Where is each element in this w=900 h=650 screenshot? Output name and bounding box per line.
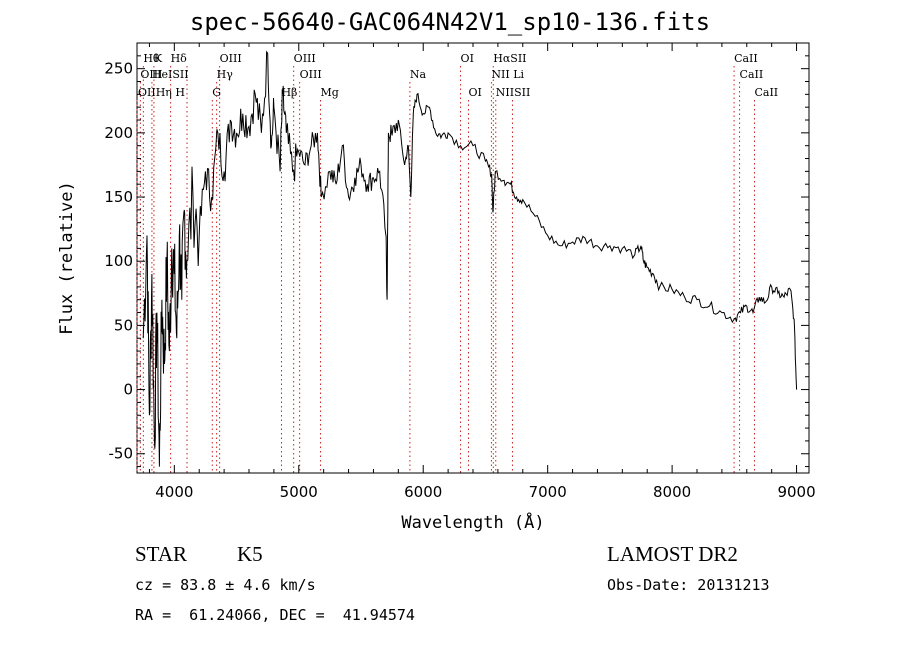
spectral-line-label: CaII xyxy=(740,68,764,81)
spectral-line-label: OIII xyxy=(294,52,316,65)
spectral-line-label: HeISII xyxy=(152,68,189,81)
x-tick-label: 9000 xyxy=(777,483,815,501)
spectral-line-markers xyxy=(136,66,755,473)
spectrum-series-line xyxy=(142,50,798,467)
spectral-line-label: OIII xyxy=(300,68,322,81)
spectral-line-label: Hθ xyxy=(143,52,160,65)
y-axis-label: Flux (relative) xyxy=(57,181,77,335)
spectral-line-label: CaII xyxy=(734,52,758,65)
y-tick-label: 50 xyxy=(114,316,133,334)
x-axis-label: Wavelength (Å) xyxy=(401,511,544,533)
y-tick-label: 150 xyxy=(104,188,133,206)
spectral-line-label: K xyxy=(154,52,163,65)
y-tick-label: 250 xyxy=(104,60,133,78)
x-tick-label: 5000 xyxy=(280,483,318,501)
object-class: STAR xyxy=(135,542,187,566)
spectral-line-label: OIII xyxy=(140,68,162,81)
spectral-line-label: Hγ xyxy=(217,68,234,81)
spectral-line-label: G xyxy=(212,86,221,99)
redshift-velocity: cz = 83.8 ± 4.6 km/s xyxy=(135,576,316,594)
x-tick-label: 4000 xyxy=(155,483,193,501)
spectral-line-label: OIII xyxy=(220,52,242,65)
spectral-line-label: Hδ xyxy=(171,52,188,65)
spectral-line-label: HαSII xyxy=(493,52,526,65)
survey-name: LAMOST DR2 xyxy=(607,542,738,566)
spectral-line-label: Mg xyxy=(321,86,339,99)
y-tick-label: 200 xyxy=(104,124,133,142)
sky-coordinates: RA = 61.24066, DEC = 41.94574 xyxy=(135,606,415,624)
spectral-line-label: OI xyxy=(469,86,482,99)
spectral-line-label: Na xyxy=(410,68,427,81)
x-tick-label: 7000 xyxy=(529,483,567,501)
spectral-line-label: CaII xyxy=(754,86,778,99)
spectral-line-label: OI xyxy=(461,52,474,65)
plot-frame xyxy=(136,42,810,474)
x-tick-label: 8000 xyxy=(653,483,691,501)
spectral-line-label: OIIHη H xyxy=(138,86,185,99)
x-axis-ticks: 4000 5000 6000 7000 8000 9000 xyxy=(148,43,816,501)
y-tick-label: 100 xyxy=(104,252,133,270)
object-subclass: K5 xyxy=(237,542,263,566)
observation-date: Obs-Date: 20131213 xyxy=(607,576,770,594)
spectral-line-label: NIISII xyxy=(496,86,531,99)
y-tick-label: -50 xyxy=(109,445,134,463)
y-tick-label: 0 xyxy=(123,381,133,399)
x-tick-label: 6000 xyxy=(404,483,442,501)
y-axis-ticks: -50 0 50 100 150 200 250 xyxy=(104,55,809,468)
chart-title: spec-56640-GAC064N42V1_sp10-136.fits xyxy=(189,8,711,36)
spectral-line-label: Hβ xyxy=(281,86,297,99)
spectral-line-label: NII Li xyxy=(491,68,524,81)
